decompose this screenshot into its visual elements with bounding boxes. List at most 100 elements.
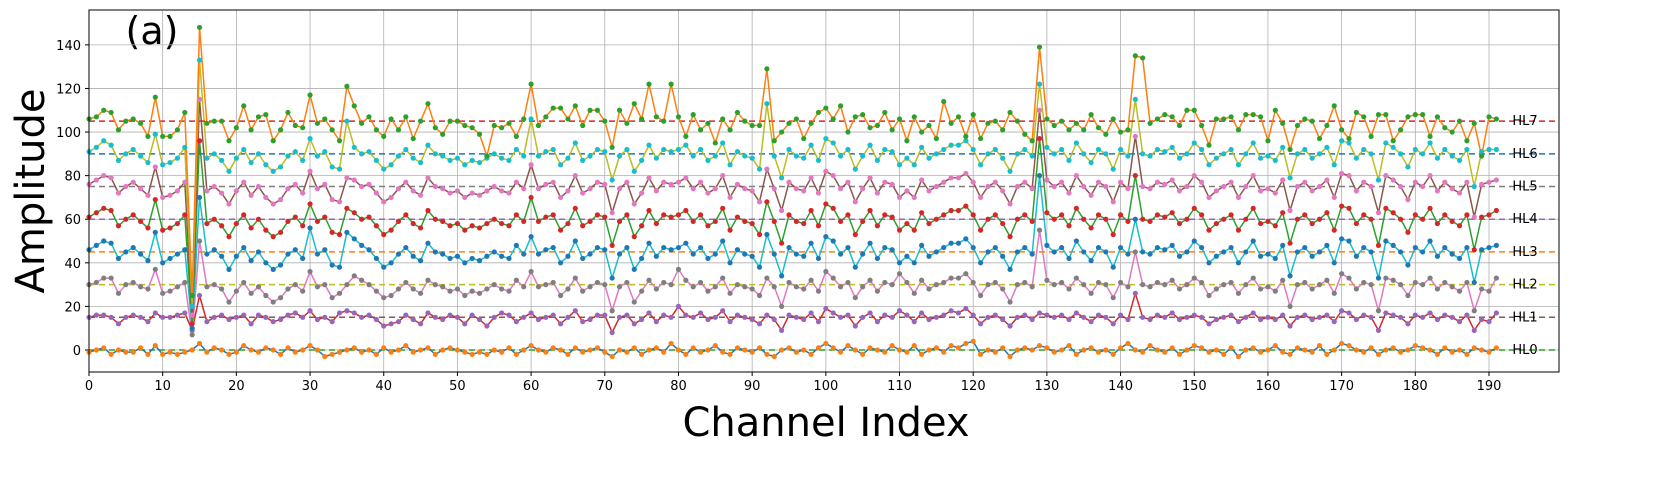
data-point xyxy=(1199,279,1205,286)
data-point xyxy=(1420,249,1426,255)
data-point xyxy=(1088,112,1094,118)
data-point xyxy=(697,146,704,153)
data-point xyxy=(565,116,571,122)
data-point xyxy=(550,279,556,286)
data-point xyxy=(432,183,438,190)
data-point xyxy=(373,157,379,163)
data-point xyxy=(447,288,453,294)
data-point xyxy=(543,314,549,320)
data-point xyxy=(108,351,114,357)
data-point xyxy=(1162,112,1168,118)
series-line xyxy=(88,138,1497,324)
data-point xyxy=(963,340,969,347)
data-point xyxy=(115,321,122,327)
data-point xyxy=(1361,349,1367,355)
data-point xyxy=(697,310,704,316)
data-point xyxy=(1464,244,1470,251)
data-point xyxy=(1368,133,1374,140)
data-point xyxy=(1309,220,1315,227)
data-point xyxy=(403,212,409,218)
data-point xyxy=(1169,310,1175,316)
data-point xyxy=(830,238,836,244)
data-point xyxy=(1361,179,1367,185)
data-point xyxy=(1265,314,1271,320)
data-point xyxy=(1059,244,1065,251)
data-point xyxy=(1331,319,1337,325)
data-point xyxy=(1044,242,1050,248)
data-point xyxy=(1302,179,1308,185)
data-point xyxy=(837,153,844,159)
data-point xyxy=(1184,282,1190,288)
data-point xyxy=(837,218,844,225)
data-point xyxy=(557,321,564,327)
data-point xyxy=(152,164,158,170)
data-point xyxy=(639,116,645,122)
data-point xyxy=(388,349,394,355)
data-point xyxy=(727,162,733,168)
data-point xyxy=(454,253,461,259)
data-point xyxy=(683,207,689,214)
data-point xyxy=(801,155,807,161)
data-point xyxy=(1029,218,1035,225)
data-point xyxy=(1088,319,1094,325)
data-point xyxy=(145,286,151,292)
data-point xyxy=(1154,312,1161,318)
data-point xyxy=(1014,347,1021,353)
data-point xyxy=(196,194,203,201)
data-point xyxy=(801,253,807,259)
data-point xyxy=(668,314,674,320)
data-point xyxy=(1280,312,1286,318)
x-tick-label: 140 xyxy=(1108,379,1133,394)
data-point xyxy=(1294,282,1301,288)
data-point xyxy=(1294,151,1301,157)
data-point xyxy=(285,251,291,257)
data-point xyxy=(771,316,777,323)
data-point xyxy=(919,129,925,135)
data-point xyxy=(255,249,262,255)
data-point xyxy=(860,186,866,192)
data-point xyxy=(572,308,578,314)
data-point xyxy=(860,153,866,159)
data-point xyxy=(948,207,954,214)
data-point xyxy=(521,251,527,257)
data-point xyxy=(462,227,468,233)
data-point xyxy=(351,144,357,150)
data-point xyxy=(1014,314,1021,320)
data-point xyxy=(1014,118,1021,124)
data-point xyxy=(639,288,645,294)
data-point xyxy=(189,332,195,338)
data-point xyxy=(233,155,239,161)
data-point xyxy=(1361,114,1367,120)
data-point xyxy=(425,175,431,181)
data-point xyxy=(749,155,755,161)
data-point xyxy=(845,146,851,153)
data-point xyxy=(1162,247,1168,253)
data-point xyxy=(1346,140,1352,146)
data-point xyxy=(1272,316,1278,323)
data-point xyxy=(160,133,166,140)
data-point xyxy=(1324,242,1330,248)
data-point xyxy=(1464,212,1470,218)
data-point xyxy=(602,312,608,318)
data-point xyxy=(624,279,630,286)
data-point xyxy=(749,220,755,227)
data-point xyxy=(580,255,586,262)
data-point xyxy=(1088,159,1094,166)
data-point xyxy=(1088,345,1094,351)
data-point xyxy=(535,251,542,257)
data-point xyxy=(1456,157,1463,163)
data-point xyxy=(594,244,601,251)
data-point xyxy=(528,343,534,349)
data-point xyxy=(845,179,851,185)
data-point xyxy=(889,214,895,220)
data-point xyxy=(506,223,512,229)
data-point xyxy=(1044,177,1050,183)
data-point xyxy=(292,247,298,253)
data-point xyxy=(417,290,424,296)
data-point xyxy=(616,251,623,257)
data-point xyxy=(1110,116,1116,122)
data-point xyxy=(904,253,910,259)
data-point xyxy=(1191,140,1197,146)
data-point xyxy=(1390,312,1396,318)
data-point xyxy=(484,220,490,227)
